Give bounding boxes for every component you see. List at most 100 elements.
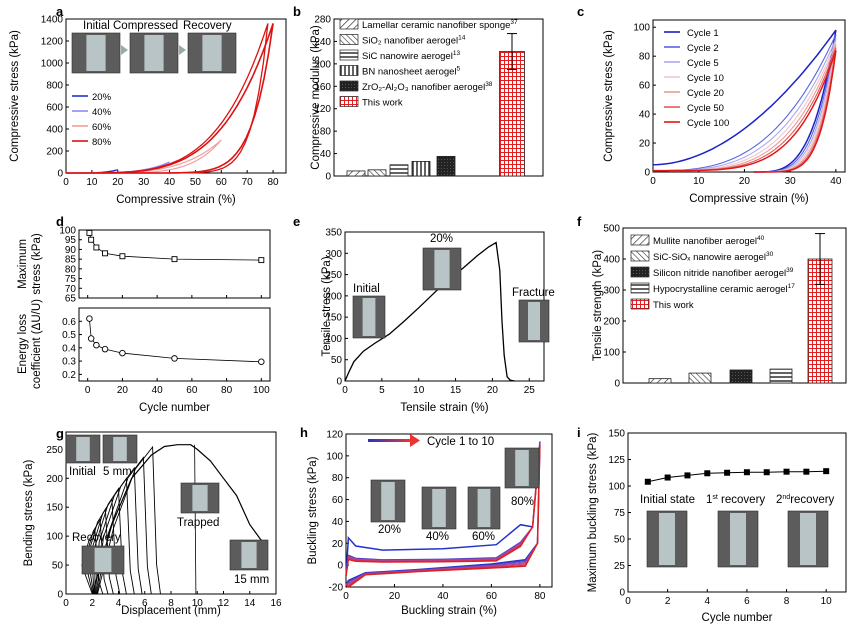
x-tick-label: 0 [63,177,69,188]
y-tick-label: 400 [603,255,620,266]
legend-label: SiO₂ nanofiber aerogel14 [362,35,466,47]
x-axis-label: Cycle number [702,612,773,624]
x-tick-label: 20 [739,176,751,187]
y-tick-label: 400 [46,125,63,136]
data-point [119,349,126,357]
legend-label: Lamellar ceramic nanofiber sponge37 [362,19,518,31]
y-tick-label: 0 [644,168,650,179]
y-axis-label: Bending stress (kPa) [23,459,35,566]
x-tick-label: 0 [625,596,631,607]
y-tick-label: 0 [57,590,63,601]
x-axis-label: Displacement (mm) [121,605,221,617]
x-tick-label: 10 [821,596,833,607]
hysteresis-loop [66,23,269,174]
y-tick-label: 50 [331,355,343,366]
legend-label: BN nanosheet aerogel5 [362,66,461,78]
y-tick-label: 600 [46,103,63,114]
y-tick-label: 250 [325,270,342,281]
photo-label: Trapped [177,517,219,529]
x-tick-label: 8 [168,598,174,609]
x-tick-label: 30 [785,176,797,187]
photo-label: Initial [83,20,110,32]
bar [389,164,409,177]
y-tick-label: 250 [46,445,63,456]
y-tick-label: 40 [639,110,651,121]
legend-label: Cycle 100 [687,118,729,129]
y-tick-label: 800 [46,81,63,92]
y-tick-label: 0 [337,561,343,572]
y-tick-label: 240 [314,37,331,48]
x-tick-label: 20 [117,385,129,396]
y-tick-label: 0.3 [62,357,76,368]
photo [370,479,406,523]
x-tick-label: 80 [267,177,279,188]
legend-label: Cycle 50 [687,103,724,114]
x-tick-label: 6 [744,596,750,607]
data-point [171,256,178,263]
panel-label: f [577,214,582,229]
photo-sample [94,548,112,572]
panel-g: 0 2 4 6 8 10 12 14 16 0 50 100 150 200 250 g Bending str… [23,426,282,617]
x-tick-label: 0 [85,385,91,396]
photo-sample [113,437,127,461]
y-tick-label: 25 [614,561,626,572]
photo-label: 20% [378,524,401,536]
photo [180,482,220,514]
trend-line [647,470,827,483]
y-tick-label: 100 [46,532,63,543]
y-tick-label: 350 [325,228,342,239]
panel-label: d [56,214,64,229]
x-tick-label: 10 [693,176,705,187]
y-tick-label: 1400 [41,15,64,26]
y-axis-label: Energy loss [17,314,29,374]
y-tick-label: 80 [65,264,77,275]
plot-frame [345,433,553,588]
legend-swatch [339,18,359,30]
photo-label: 40% [426,531,449,543]
legend-label: 60% [92,122,112,133]
panel-f: 0 100 200 300 400 500 f Tensile strength (kPa) M… [577,214,847,390]
x-tick-label: 30 [138,177,150,188]
y-tick-label: 100 [325,334,342,345]
plot-frame [652,19,846,173]
y-tick-label: 0.5 [62,330,76,341]
y-axis-label: Buckling stress (kPa) [307,456,319,564]
photo [717,510,759,568]
bar [367,169,387,177]
photo [71,32,121,74]
legend-swatch [630,266,650,278]
plot-frame [78,307,271,382]
photo [65,434,101,464]
plot-frame [78,229,271,299]
x-tick-label: 4 [116,598,122,609]
panel-label: g [56,426,64,441]
x-tick-label: 14 [244,598,256,609]
x-tick-label: 20 [389,591,401,602]
data-point [258,257,265,264]
bar [648,378,672,384]
photo-sample [202,35,222,71]
y-tick-label: 80 [332,473,344,484]
y-tick-label: 0.4 [62,343,76,354]
panel-e: 0 5 10 15 20 25050100150200250300350eTensile … [293,214,555,414]
y-tick-label: 100 [59,226,76,237]
bar [346,170,366,177]
bar [499,51,525,177]
y-tick-label: 60 [639,81,651,92]
photo-label: 20% [430,233,453,245]
x-tick-label: 80 [534,591,546,602]
y-tick-label: 125 [608,455,625,466]
y-tick-label: 20 [332,539,344,550]
panel-label: b [293,4,301,19]
legend-label: Cycle 1 [687,28,719,39]
bending-cycle [97,445,161,595]
photo-sample [515,450,529,486]
data-point [119,253,126,260]
y-axis-label: Tensile stress (kPa) [321,256,333,357]
x-axis-label: Cycle number [139,402,210,414]
photo [422,247,462,291]
photo [102,434,138,464]
x-tick-label: 40 [830,176,842,187]
legend-label: Mullite nanofiber aerogel40 [653,235,765,247]
